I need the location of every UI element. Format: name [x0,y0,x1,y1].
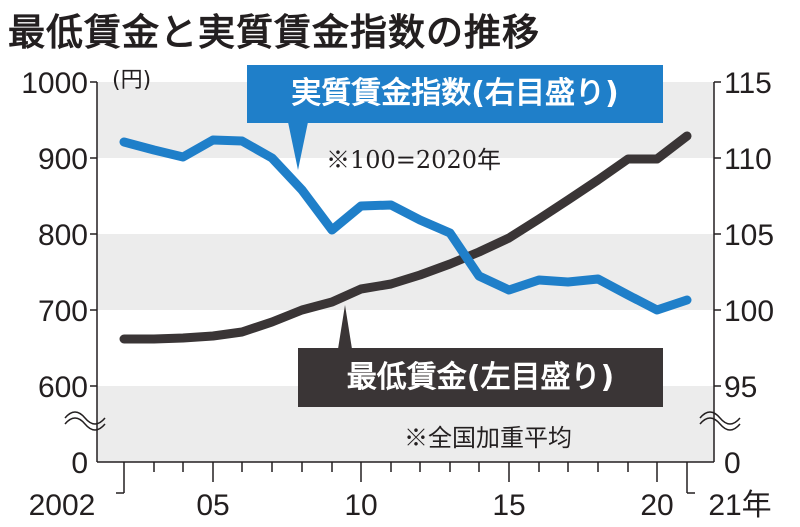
axis-break-icon [699,411,741,431]
x-tick: 10 [344,489,377,522]
real-wage-legend-label: 実質賃金指数(右目盛り) [247,65,663,123]
right-tick: 0 [724,447,741,480]
x-tick: 15 [492,489,525,522]
right-tick: 110 [724,143,772,176]
min-wage-legend-label: 最低賃金(左目盛り) [298,348,663,407]
right-tick: 115 [724,67,772,100]
band [97,234,714,310]
right-tick: 105 [724,219,774,252]
chart-title: 最低賃金と実質賃金指数の推移 [8,11,540,54]
min-wage-line [119,131,692,344]
x-tick: 05 [196,489,229,522]
left-axis-unit: (円) [112,68,152,93]
callout-pointer [288,122,308,170]
left-tick: 600 [38,371,88,404]
weighted-average-note: ※全国加重平均 [404,424,572,452]
left-tick: 800 [38,219,88,252]
right-tick: 100 [724,295,774,328]
callout-pointer [338,305,352,349]
x-tick: 20 [640,489,673,522]
x-tick: 21年 [708,489,771,522]
left-tick: 900 [38,143,88,176]
left-tick: 1000 [21,67,88,100]
base-year-note: ※100=2020年 [326,146,501,174]
x-tick: 2002 [29,489,96,522]
left-tick: 700 [38,295,88,328]
real-wage-line [119,135,692,315]
left-tick: 0 [71,447,88,480]
axis-break-icon [64,411,106,431]
right-tick: 95 [724,371,757,404]
